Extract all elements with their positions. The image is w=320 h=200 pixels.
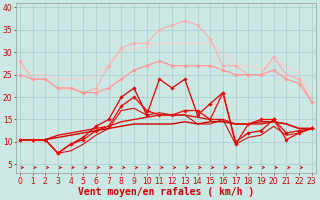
- X-axis label: Vent moyen/en rafales ( km/h ): Vent moyen/en rafales ( km/h ): [78, 187, 254, 197]
